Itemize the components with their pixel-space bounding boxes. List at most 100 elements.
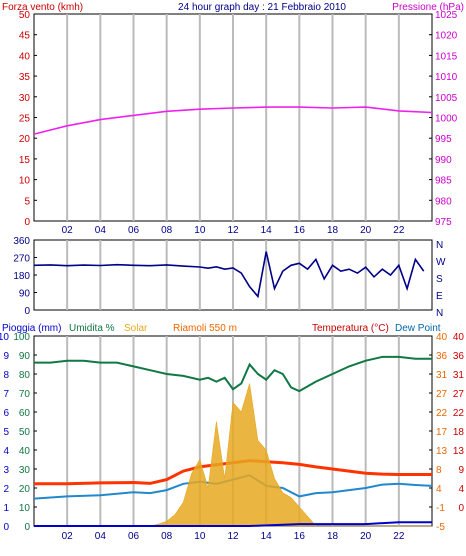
x-tick-label-bottom: 04 xyxy=(95,531,107,542)
wind-tick-label: 40 xyxy=(19,51,31,62)
pressure-tick-label: 1010 xyxy=(435,72,458,83)
rain-tick-label: 5 xyxy=(3,427,9,438)
direction-label-w: W xyxy=(436,257,446,268)
x-tick-label-top: 06 xyxy=(128,225,140,236)
dew-tick-label: 13 xyxy=(436,446,448,457)
pressure-tick-label: 1025 xyxy=(435,10,458,21)
temperature-tick-label: 18 xyxy=(453,427,465,438)
temperature-tick-label: 4 xyxy=(458,484,464,495)
pressure-tick-label: 990 xyxy=(435,155,452,166)
x-tick-label-bottom: 08 xyxy=(161,531,173,542)
pressure-tick-label: 980 xyxy=(435,196,452,207)
humidity-tick-label: 100 xyxy=(13,332,30,343)
temperature-tick-label: 40 xyxy=(453,332,465,343)
temperature-tick-label: 36 xyxy=(453,351,465,362)
x-tick-label-top: 08 xyxy=(161,225,173,236)
pressure-line xyxy=(33,106,433,135)
direction-label-e: E xyxy=(436,291,443,302)
humidity-tick-label: 60 xyxy=(19,408,31,419)
rain-tick-label: 4 xyxy=(3,446,9,457)
pressure-tick-label: 975 xyxy=(435,217,452,228)
dew-tick-label: 8 xyxy=(436,465,442,476)
rain-tick-label: 9 xyxy=(3,351,9,362)
rain-line xyxy=(34,521,432,527)
x-tick-label-top: 14 xyxy=(261,225,273,236)
dew-tick-label: 40 xyxy=(436,332,448,343)
rain-tick-label: 1 xyxy=(3,503,9,514)
x-tick-label-bottom: 22 xyxy=(393,531,405,542)
rain-tick-label: 7 xyxy=(3,389,9,400)
dew-tick-label: -5 xyxy=(436,522,445,533)
wind-direction-line xyxy=(33,251,425,299)
rain-tick-label: 6 xyxy=(3,408,9,419)
direction-tick-label: 180 xyxy=(13,271,30,282)
x-tick-label-top: 18 xyxy=(327,225,339,236)
x-tick-label-top: 12 xyxy=(227,225,239,236)
temperature-tick-label: 0 xyxy=(458,503,464,514)
dew-tick-label: 17 xyxy=(436,427,448,438)
humidity-tick-label: 50 xyxy=(19,427,31,438)
rain-tick-label: 3 xyxy=(3,465,9,476)
legend-rain: Pioggia (mm) xyxy=(2,323,61,334)
rain-tick-label: 0 xyxy=(3,522,9,533)
x-tick-label-bottom: 14 xyxy=(261,531,273,542)
temperature-tick-label: 13 xyxy=(453,446,465,457)
pressure-tick-label: 1005 xyxy=(435,93,458,104)
x-tick-label-top: 20 xyxy=(360,225,372,236)
direction-tick-label: 360 xyxy=(13,236,30,247)
pressure-tick-label: 1020 xyxy=(435,31,458,42)
pressure-tick-label: 1000 xyxy=(435,114,458,125)
wind-tick-label: 0 xyxy=(24,217,30,228)
pressure-axis-label: Pressione (hPa) xyxy=(392,2,464,13)
wind-tick-label: 30 xyxy=(19,93,31,104)
humidity-tick-label: 80 xyxy=(19,370,31,381)
solar-area xyxy=(34,383,432,527)
legend-solar: Solar xyxy=(124,323,148,334)
direction-tick-label: 90 xyxy=(19,289,31,300)
dew-tick-label: 27 xyxy=(436,389,448,400)
direction-label-s: S xyxy=(436,274,443,285)
humidity-tick-label: 70 xyxy=(19,389,31,400)
dew-tick-label: 31 xyxy=(436,370,448,381)
x-tick-label-bottom: 06 xyxy=(128,531,140,542)
temperature-tick-label: 9 xyxy=(458,465,464,476)
x-tick-label-bottom: 02 xyxy=(62,531,74,542)
x-tick-label-top: 10 xyxy=(194,225,206,236)
x-tick-label-bottom: 16 xyxy=(294,531,306,542)
rain-tick-label: 8 xyxy=(3,370,9,381)
wind-tick-label: 45 xyxy=(19,31,31,42)
x-tick-label-top: 16 xyxy=(294,225,306,236)
rain-tick-label: 2 xyxy=(3,484,9,495)
temperature-tick-label: 22 xyxy=(453,408,465,419)
direction-tick-label: 270 xyxy=(13,254,30,265)
wind-tick-label: 35 xyxy=(19,72,31,83)
dew-tick-label: -1 xyxy=(436,503,445,514)
wind-tick-label: 5 xyxy=(24,196,30,207)
direction-label-n-top: N xyxy=(436,240,443,251)
dew-tick-label: 36 xyxy=(436,351,448,362)
pressure-tick-label: 1015 xyxy=(435,51,458,62)
legend-dew-point: Dew Point xyxy=(395,323,441,334)
temperature-tick-label: 27 xyxy=(453,389,465,400)
wind-tick-label: 25 xyxy=(19,114,31,125)
rain-tick-label: 10 xyxy=(0,332,9,343)
humidity-tick-label: 10 xyxy=(19,503,31,514)
humidity-tick-label: 40 xyxy=(19,446,31,457)
humidity-tick-label: 90 xyxy=(19,351,31,362)
pressure-tick-label: 985 xyxy=(435,176,452,187)
temperature-tick-label: 31 xyxy=(453,370,465,381)
x-tick-label-bottom: 12 xyxy=(227,531,239,542)
wind-tick-label: 10 xyxy=(19,176,31,187)
x-tick-label-bottom: 20 xyxy=(360,531,372,542)
legend-humidity: Umidita % xyxy=(69,323,115,334)
wind-axis-label: Forza vento (kmh) xyxy=(2,2,83,13)
dew-tick-label: 4 xyxy=(436,484,442,495)
x-tick-label-bottom: 18 xyxy=(327,531,339,542)
pressure-tick-label: 995 xyxy=(435,134,452,145)
wind-tick-label: 50 xyxy=(19,10,31,21)
x-tick-label-top: 22 xyxy=(393,225,405,236)
wind-tick-label: 15 xyxy=(19,155,31,166)
humidity-line xyxy=(34,355,432,393)
humidity-tick-label: 30 xyxy=(19,465,31,476)
